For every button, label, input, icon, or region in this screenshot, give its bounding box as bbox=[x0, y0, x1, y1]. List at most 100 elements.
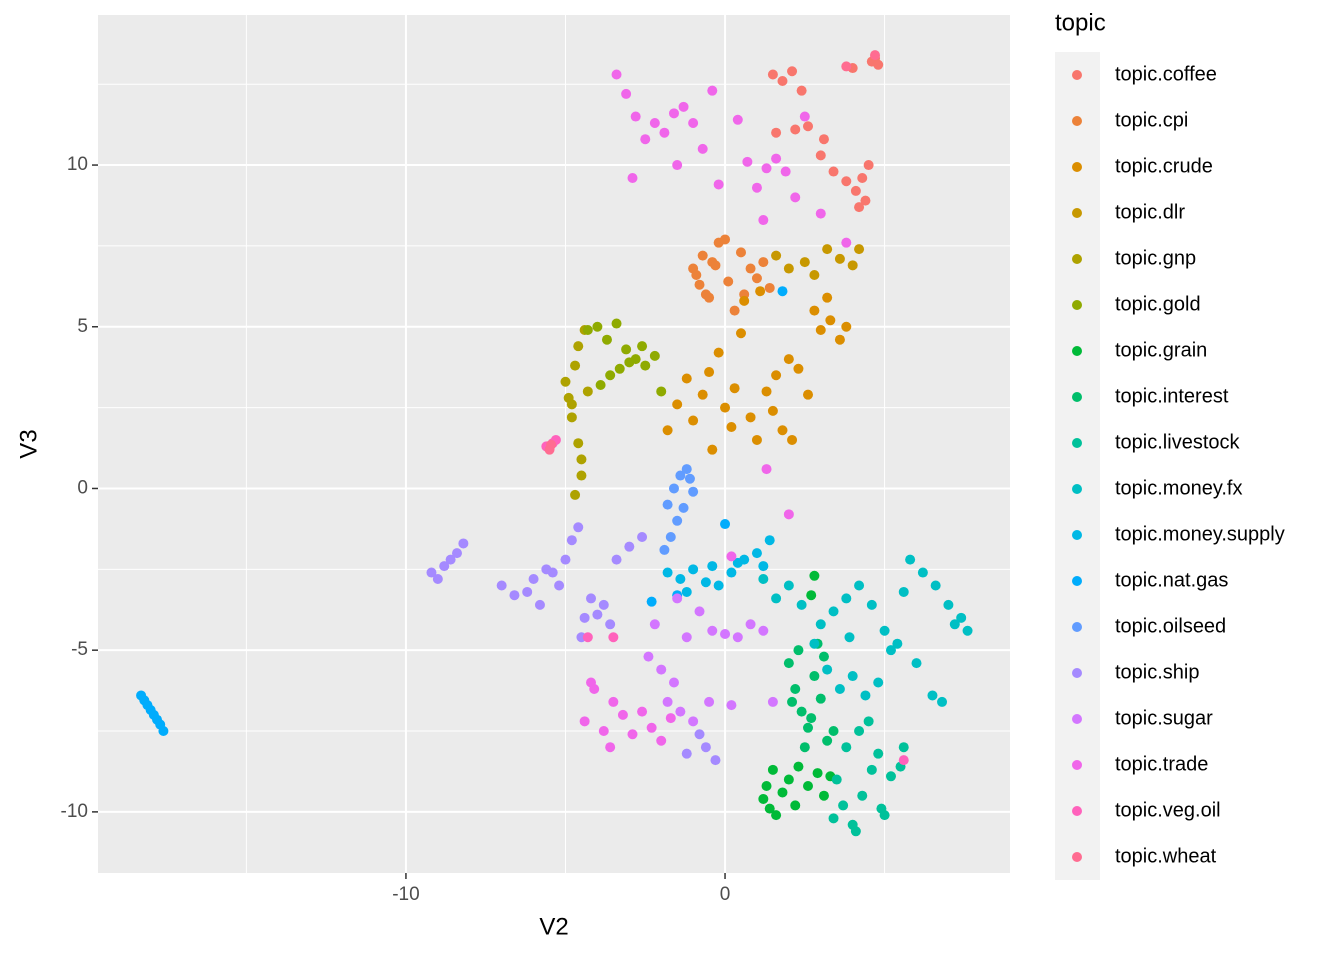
point bbox=[758, 561, 769, 572]
point bbox=[560, 376, 571, 387]
point bbox=[777, 75, 788, 86]
point bbox=[809, 638, 820, 649]
point bbox=[668, 677, 679, 688]
point bbox=[688, 716, 699, 727]
point bbox=[787, 66, 798, 77]
point bbox=[822, 664, 833, 675]
point bbox=[640, 134, 651, 145]
point bbox=[764, 282, 775, 293]
point bbox=[758, 215, 769, 226]
point bbox=[637, 706, 648, 717]
point bbox=[767, 764, 778, 775]
point bbox=[656, 386, 667, 397]
point bbox=[799, 111, 810, 122]
point bbox=[720, 519, 731, 530]
point bbox=[656, 664, 667, 675]
point bbox=[662, 425, 673, 436]
point bbox=[656, 735, 667, 746]
point bbox=[694, 279, 705, 290]
point bbox=[668, 483, 679, 494]
point bbox=[560, 554, 571, 565]
point bbox=[854, 244, 865, 255]
point bbox=[611, 69, 622, 80]
legend-key bbox=[1072, 300, 1082, 310]
point bbox=[767, 69, 778, 80]
point bbox=[665, 713, 676, 724]
point bbox=[675, 574, 686, 585]
point bbox=[646, 596, 657, 607]
point bbox=[742, 156, 753, 167]
legend-label: topic.crude bbox=[1115, 155, 1213, 177]
point bbox=[735, 247, 746, 258]
point bbox=[617, 709, 628, 720]
point bbox=[700, 742, 711, 753]
point bbox=[624, 357, 635, 368]
point bbox=[605, 742, 616, 753]
point bbox=[732, 114, 743, 125]
point bbox=[758, 793, 769, 804]
point bbox=[739, 295, 750, 306]
point bbox=[729, 305, 740, 316]
point bbox=[665, 531, 676, 542]
point bbox=[815, 208, 826, 219]
point bbox=[767, 405, 778, 416]
point bbox=[534, 599, 545, 610]
point bbox=[621, 344, 632, 355]
point bbox=[905, 554, 916, 565]
point bbox=[688, 118, 699, 129]
point bbox=[751, 182, 762, 193]
point bbox=[873, 59, 884, 70]
point bbox=[579, 612, 590, 623]
point bbox=[783, 354, 794, 365]
point bbox=[806, 590, 817, 601]
point bbox=[818, 134, 829, 145]
y-tick-label: -5 bbox=[71, 639, 88, 660]
point bbox=[681, 632, 692, 643]
point bbox=[818, 651, 829, 662]
point bbox=[726, 700, 737, 711]
point bbox=[751, 434, 762, 445]
point bbox=[573, 522, 584, 533]
point bbox=[659, 127, 670, 138]
point bbox=[767, 696, 778, 707]
point bbox=[761, 464, 772, 475]
point bbox=[771, 153, 782, 164]
point bbox=[688, 486, 699, 497]
point bbox=[566, 399, 577, 410]
point bbox=[917, 567, 928, 578]
point bbox=[707, 561, 718, 572]
point bbox=[496, 580, 507, 591]
point bbox=[822, 735, 833, 746]
point bbox=[681, 586, 692, 597]
point bbox=[841, 321, 852, 332]
point bbox=[688, 564, 699, 575]
legend-key bbox=[1072, 208, 1082, 218]
legend-label: topic.money.supply bbox=[1115, 523, 1285, 545]
point bbox=[720, 234, 731, 245]
point bbox=[726, 551, 737, 562]
point bbox=[796, 85, 807, 96]
point bbox=[576, 454, 587, 465]
point bbox=[576, 470, 587, 481]
point bbox=[783, 509, 794, 520]
point bbox=[662, 696, 673, 707]
point bbox=[860, 690, 871, 701]
point bbox=[729, 383, 740, 394]
point bbox=[841, 593, 852, 604]
point bbox=[627, 729, 638, 740]
y-tick-label: 0 bbox=[77, 477, 88, 498]
point bbox=[803, 121, 814, 132]
point bbox=[761, 163, 772, 174]
point bbox=[911, 658, 922, 669]
point bbox=[675, 470, 686, 481]
point bbox=[854, 580, 865, 591]
point bbox=[592, 609, 603, 620]
point bbox=[649, 619, 660, 630]
point bbox=[873, 748, 884, 759]
legend-label: topic.oilseed bbox=[1115, 615, 1226, 637]
point bbox=[621, 88, 632, 99]
legend-label: topic.cpi bbox=[1115, 109, 1188, 131]
point bbox=[927, 690, 938, 701]
point bbox=[873, 677, 884, 688]
